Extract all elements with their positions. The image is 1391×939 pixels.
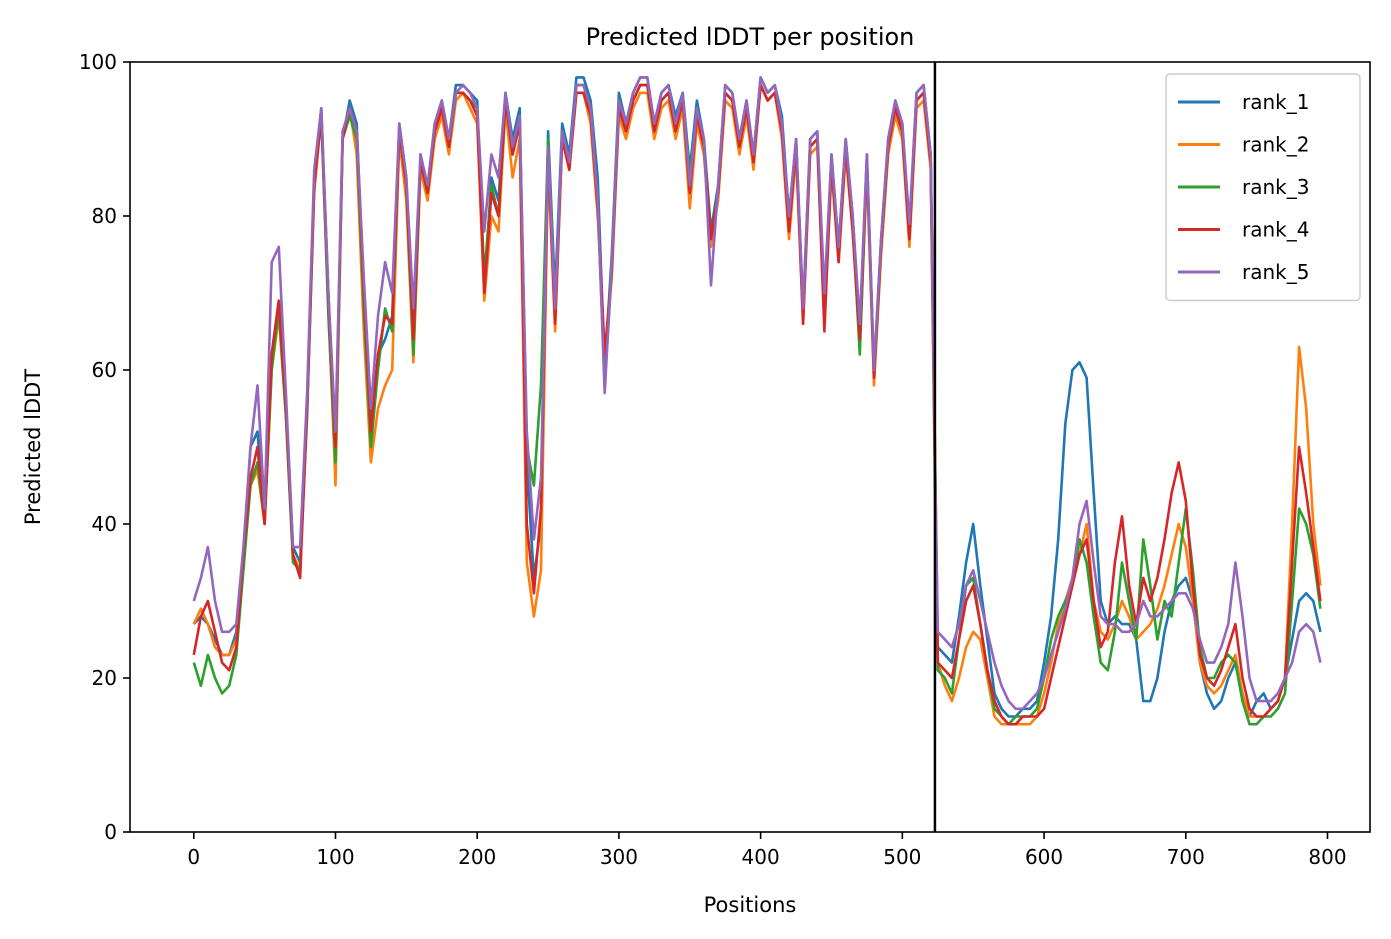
- chart-title: Predicted lDDT per position: [586, 23, 915, 51]
- y-tick-label: 20: [92, 666, 117, 690]
- y-axis-label: Predicted lDDT: [21, 369, 45, 525]
- x-tick-label: 800: [1308, 845, 1346, 869]
- x-axis: 0 100 200 300 400 500 600 700 800: [187, 832, 1347, 869]
- y-tick-label: 0: [104, 820, 117, 844]
- x-tick-label: 400: [742, 845, 780, 869]
- y-tick-label: 40: [92, 512, 117, 536]
- legend-label-rank_3: rank_3: [1242, 175, 1309, 199]
- series-line-rank_5: [192, 76, 1322, 711]
- y-tick-label: 80: [92, 204, 117, 228]
- legend-box: [1165, 73, 1361, 302]
- x-axis-label: Positions: [704, 893, 797, 917]
- y-tick-label: 60: [92, 358, 117, 382]
- x-tick-label: 200: [458, 845, 496, 869]
- x-tick-label: 600: [1025, 845, 1063, 869]
- x-tick-label: 0: [187, 845, 200, 869]
- y-tick-label: 100: [79, 50, 117, 74]
- legend-label-rank_1: rank_1: [1242, 90, 1309, 114]
- legend-label-rank_4: rank_4: [1242, 218, 1309, 242]
- legend-label-rank_2: rank_2: [1242, 133, 1309, 157]
- legend-label-rank_5: rank_5: [1242, 260, 1309, 284]
- x-tick-label: 100: [316, 845, 354, 869]
- y-axis: 0 20 40 60 80 100: [79, 50, 130, 844]
- x-tick-label: 700: [1167, 845, 1205, 869]
- legend: rank_1 rank_2 rank_3 rank_4 rank_5: [1165, 73, 1361, 302]
- x-tick-label: 500: [883, 845, 921, 869]
- plot-frame: [129, 61, 1371, 833]
- x-tick-label: 300: [600, 845, 638, 869]
- series-layer: [192, 76, 1322, 726]
